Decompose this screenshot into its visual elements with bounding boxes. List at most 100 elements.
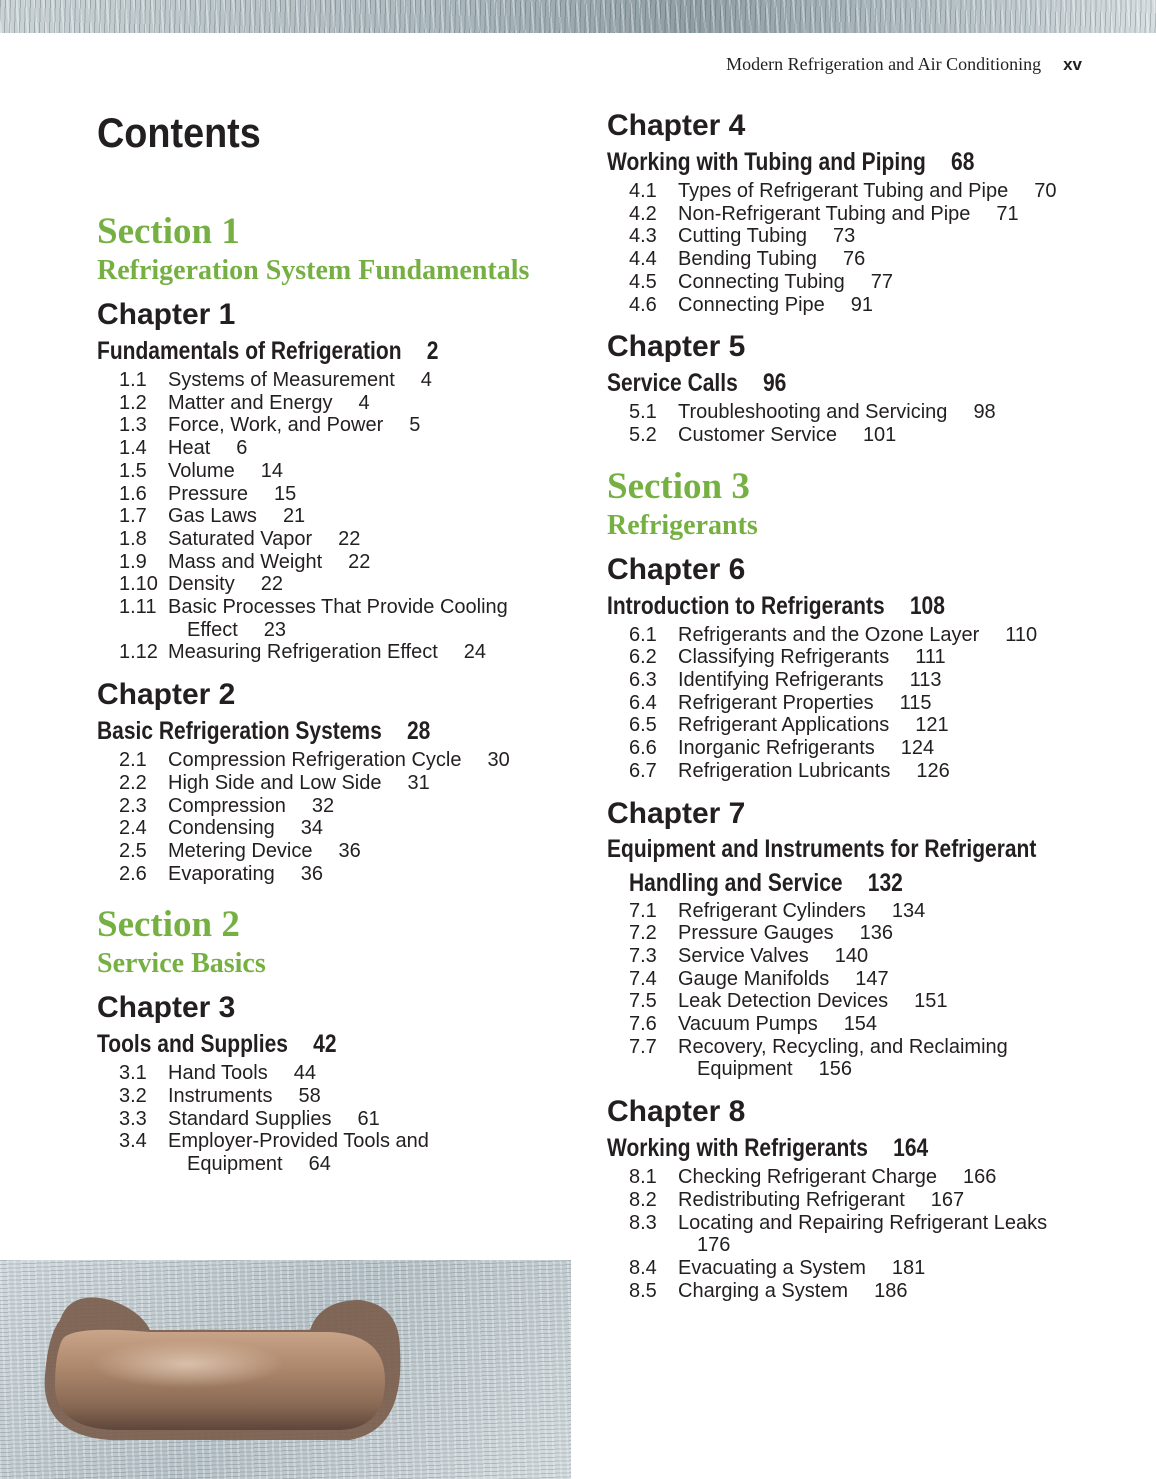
entry-page-number: 136 — [859, 922, 894, 945]
entry-title-continuation: Equipment — [697, 1058, 793, 1081]
contents-left-column: Contents Section 1 Refrigeration System F… — [97, 108, 567, 1176]
toc-entry[interactable]: 2.4 Condensing 34 — [119, 817, 567, 840]
entry-number: 1.9 — [119, 550, 147, 573]
entry-title: Measuring Refrigeration Effect — [168, 641, 438, 664]
chapter-title[interactable]: Tools and Supplies 42 — [97, 1026, 567, 1062]
toc-entry[interactable]: 1.2 Matter and Energy 4 — [119, 392, 567, 415]
toc-entry[interactable]: 3.1 Hand Tools 44 — [119, 1062, 567, 1085]
toc-entry[interactable]: 5.1 Troubleshooting and Servicing 98 — [629, 401, 1107, 424]
toc-entry[interactable]: 6.4 Refrigerant Properties 115 — [629, 692, 1107, 715]
entry-page-number: 31 — [407, 771, 430, 794]
toc-entry[interactable]: 7.3 Service Valves 140 — [629, 945, 1107, 968]
entry-number: 4.5 — [629, 270, 657, 293]
entry-number: 4.6 — [629, 293, 657, 316]
toc-entry-list: 6.1 Refrigerants and the Ozone Layer 110 6.… — [607, 624, 1107, 783]
entry-continuation: Equipment 64 — [119, 1153, 567, 1176]
toc-entry[interactable]: 2.3 Compression 32 — [119, 795, 567, 818]
entry-title: Leak Detection Devices — [678, 990, 889, 1013]
entry-page-number: 77 — [870, 270, 894, 293]
chapter-title[interactable]: Working with Tubing and Piping 68 — [607, 144, 1107, 180]
toc-entry[interactable]: 1.12 Measuring Refrigeration Effect 24 — [119, 641, 567, 664]
entry-number: 3.4 — [119, 1130, 147, 1153]
toc-entry[interactable]: 2.5 Metering Device 36 — [119, 840, 567, 863]
toc-entry[interactable]: 1.1 Systems of Measurement 4 — [119, 369, 567, 392]
entry-number: 2.6 — [119, 862, 147, 885]
chapter-title-line: Tools and Supplies 42 — [97, 1026, 337, 1062]
toc-entry[interactable]: 7.1 Refrigerant Cylinders 134 — [629, 900, 1107, 923]
chapter-title[interactable]: Fundamentals of Refrigeration 2 — [97, 333, 567, 369]
chapter-title-text: Fundamentals of Refrigeration — [97, 337, 402, 365]
toc-entry[interactable]: 6.3 Identifying Refrigerants 113 — [629, 669, 1107, 692]
toc-entry[interactable]: 8.2 Redistributing Refrigerant 167 — [629, 1189, 1107, 1212]
chapter-heading: Chapter 1 — [97, 298, 236, 331]
toc-entry[interactable]: 7.2 Pressure Gauges 136 — [629, 922, 1107, 945]
chapter-block: Chapter 1 Fundamentals of Refrigeration 2 1… — [97, 297, 567, 664]
toc-entry[interactable]: 7.5 Leak Detection Devices 151 — [629, 990, 1107, 1013]
toc-entry[interactable]: 6.1 Refrigerants and the Ozone Layer 110 — [629, 624, 1107, 647]
entry-title: Vacuum Pumps — [678, 1013, 818, 1036]
entry-number: 7.6 — [629, 1013, 657, 1036]
toc-entry[interactable]: 1.6 Pressure 15 — [119, 483, 567, 506]
entry-page-number: 36 — [300, 862, 323, 885]
toc-entry[interactable]: 1.3 Force, Work, and Power 5 — [119, 414, 567, 437]
chapter-title-text: Basic Refrigeration Systems — [97, 717, 382, 746]
entry-page-number: 98 — [973, 401, 996, 424]
page-title: Contents — [97, 109, 261, 156]
entry-title: Refrigerant Cylinders — [678, 899, 866, 922]
entry-page-number: 166 — [963, 1166, 997, 1189]
toc-entry[interactable]: 4.3 Cutting Tubing 73 — [629, 225, 1107, 248]
toc-entry[interactable]: 5.2 Customer Service 101 — [629, 424, 1107, 447]
entry-number: 7.4 — [629, 967, 657, 990]
entry-title: Connecting Pipe — [678, 293, 825, 316]
toc-entry[interactable]: 8.5 Charging a System 186 — [629, 1280, 1107, 1303]
chapter-title[interactable]: Equipment and Instruments for Refrigeran… — [607, 832, 1107, 866]
toc-entry[interactable]: 6.7 Refrigeration Lubricants 126 — [629, 760, 1107, 783]
section-block: Section 2 Service Basics — [97, 905, 567, 983]
toc-entry[interactable]: 4.4 Bending Tubing 76 — [629, 248, 1107, 271]
chapter-title-text: Working with Tubing and Piping — [607, 148, 926, 176]
toc-entry[interactable]: 2.2 High Side and Low Side 31 — [119, 772, 567, 795]
chapter-title[interactable]: Basic Refrigeration Systems 28 — [97, 713, 567, 749]
chapter-title-continuation[interactable]: Handling and Service 132 — [607, 866, 1107, 900]
toc-entry[interactable]: 1.10 Density 22 — [119, 573, 567, 596]
toc-entry[interactable]: 8.4 Evacuating a System 181 — [629, 1257, 1107, 1280]
entry-title: Bending Tubing — [678, 248, 818, 271]
toc-entry[interactable]: 7.6 Vacuum Pumps 154 — [629, 1013, 1107, 1036]
chapter-block: Chapter 4 Working with Tubing and Piping 6… — [607, 108, 1107, 316]
chapter-title[interactable]: Working with Refrigerants 164 — [607, 1130, 1107, 1166]
toc-entry[interactable]: 6.5 Refrigerant Applications 121 — [629, 714, 1107, 737]
entry-number: 1.6 — [119, 482, 147, 505]
toc-entry[interactable]: 4.2 Non-Refrigerant Tubing and Pipe 71 — [629, 203, 1107, 226]
toc-entry[interactable]: 8.3 Locating and Repairing Refrigerant Le… — [629, 1212, 1107, 1257]
entry-page-number: 154 — [843, 1013, 878, 1036]
toc-entry[interactable]: 1.8 Saturated Vapor 22 — [119, 528, 567, 551]
entry-title: Inorganic Refrigerants — [678, 737, 875, 760]
chapter-title[interactable]: Introduction to Refrigerants 108 — [607, 588, 1107, 624]
chapter-block: Chapter 2 Basic Refrigeration Systems 28 2.… — [97, 677, 567, 885]
toc-entry[interactable]: 1.7 Gas Laws 21 — [119, 505, 567, 528]
chapter-block: Chapter 7 Equipment and Instruments for R… — [607, 796, 1107, 1082]
chapter-title[interactable]: Service Calls 96 — [607, 365, 1107, 401]
entry-title: Non-Refrigerant Tubing and Pipe — [678, 202, 971, 225]
toc-entry[interactable]: 1.5 Volume 14 — [119, 460, 567, 483]
toc-entry[interactable]: 6.2 Classifying Refrigerants 111 — [629, 646, 1107, 669]
toc-entry[interactable]: 7.7 Recovery, Recycling, and Reclaiming Eq… — [629, 1036, 1107, 1081]
toc-entry[interactable]: 2.1 Compression Refrigeration Cycle 30 — [119, 749, 567, 772]
toc-entry[interactable]: 3.3 Standard Supplies 61 — [119, 1108, 567, 1131]
toc-entry[interactable]: 1.11 Basic Processes That Provide Cooling… — [119, 596, 567, 641]
entry-number: 3.3 — [119, 1107, 147, 1130]
toc-entry[interactable]: 8.1 Checking Refrigerant Charge 166 — [629, 1166, 1107, 1189]
entry-number: 2.5 — [119, 839, 147, 862]
toc-entry[interactable]: 3.4 Employer-Provided Tools and Equipment 6… — [119, 1130, 567, 1175]
toc-entry[interactable]: 1.9 Mass and Weight 22 — [119, 551, 567, 574]
toc-entry[interactable]: 6.6 Inorganic Refrigerants 124 — [629, 737, 1107, 760]
toc-entry[interactable]: 4.5 Connecting Tubing 77 — [629, 271, 1107, 294]
toc-entry[interactable]: 2.6 Evaporating 36 — [119, 863, 567, 886]
entry-number: 2.4 — [119, 817, 147, 840]
toc-entry[interactable]: 4.6 Connecting Pipe 91 — [629, 294, 1107, 317]
toc-entry[interactable]: 1.4 Heat 6 — [119, 437, 567, 460]
toc-entry[interactable]: 7.4 Gauge Manifolds 147 — [629, 968, 1107, 991]
entry-page-number: 44 — [293, 1062, 316, 1085]
toc-entry[interactable]: 3.2 Instruments 58 — [119, 1085, 567, 1108]
toc-entry[interactable]: 4.1 Types of Refrigerant Tubing and Pipe 7… — [629, 180, 1107, 203]
